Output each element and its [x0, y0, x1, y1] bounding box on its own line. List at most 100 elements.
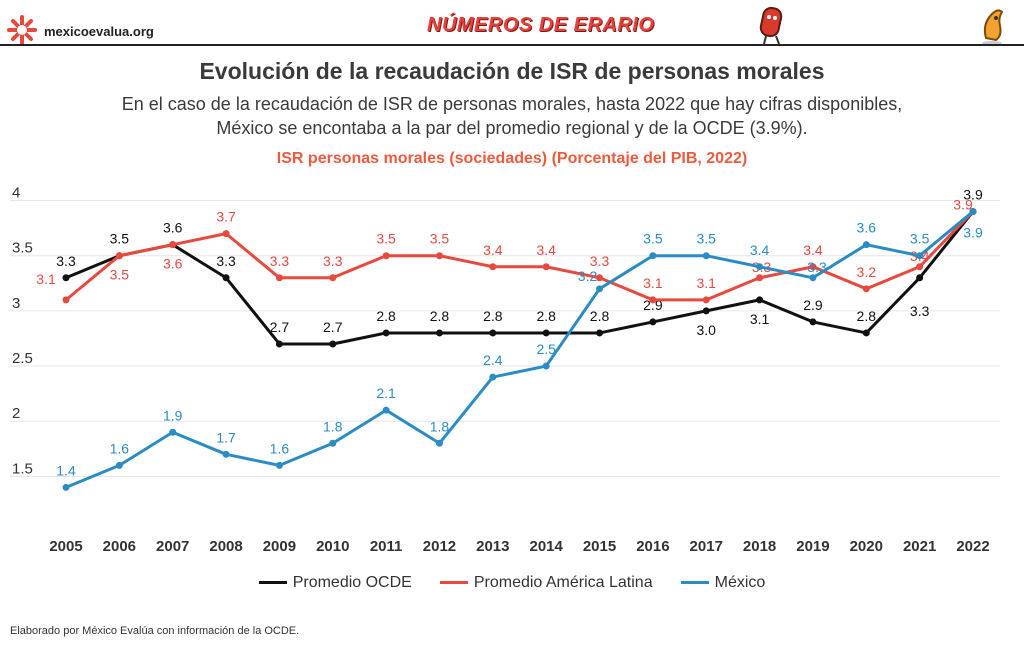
x-tick-label: 2005	[49, 538, 82, 555]
data-label: 2.5	[536, 341, 556, 357]
y-tick-label: 2.5	[12, 350, 33, 367]
data-point	[862, 241, 870, 249]
data-label: 3.0	[697, 322, 717, 338]
data-point	[329, 340, 337, 348]
x-tick-label: 2015	[583, 538, 616, 555]
series-line-0	[64, 210, 975, 346]
data-point	[596, 285, 604, 293]
data-label: 3.3	[910, 303, 930, 319]
chart-title: ISR personas morales (sociedades) (Porce…	[276, 150, 748, 167]
data-label: 3.9	[963, 225, 983, 241]
data-label: 3.5	[643, 231, 663, 247]
x-tick-label: 2013	[476, 538, 509, 555]
data-point	[809, 318, 817, 326]
data-point	[382, 406, 390, 414]
x-tick-label: 2017	[690, 538, 723, 555]
data-label: 3.1	[697, 275, 717, 291]
data-label: 3.1	[643, 275, 663, 291]
data-point	[435, 439, 443, 447]
x-tick-label: 2008	[209, 538, 242, 555]
data-label: 1.8	[323, 418, 343, 434]
data-point	[649, 318, 657, 326]
data-label: 2.9	[803, 297, 823, 313]
data-point	[756, 274, 764, 282]
legend-item: Promedio OCDE	[258, 574, 412, 592]
legend-swatch	[439, 581, 468, 585]
data-point	[916, 263, 924, 271]
chart-legend: Promedio OCDE Promedio América Latina Méxi…	[0, 574, 1024, 592]
data-point	[916, 252, 924, 260]
y-tick-label: 2	[12, 405, 20, 422]
data-point	[596, 329, 604, 337]
data-point	[329, 274, 337, 282]
data-point	[435, 329, 443, 337]
data-point	[169, 428, 177, 436]
data-label: 3.1	[36, 271, 56, 287]
legend-swatch	[258, 581, 287, 585]
data-label: 3.3	[216, 253, 236, 269]
data-point	[862, 329, 870, 337]
data-point	[542, 263, 550, 271]
data-point	[382, 329, 390, 337]
data-point	[702, 296, 710, 304]
data-label: 1.7	[216, 429, 236, 445]
data-label: 3.1	[750, 311, 770, 327]
data-label: 1.8	[430, 418, 450, 434]
data-point	[702, 307, 710, 315]
legend-label: Promedio América Latina	[473, 574, 653, 591]
data-label: 3.9	[953, 197, 973, 213]
series-line-2	[64, 210, 975, 489]
data-point	[596, 274, 604, 282]
data-point	[115, 461, 123, 469]
data-point	[809, 263, 817, 271]
line-chart: 1.5 2 2.5 3 3.5 4 2005 2006 2007 2008 2009 2010 2011…	[10, 185, 1000, 555]
data-label: 3.5	[110, 267, 130, 283]
data-label: 2.7	[270, 319, 290, 335]
series-line-1	[64, 210, 975, 302]
data-point	[62, 274, 70, 282]
x-tick-label: 2011	[370, 538, 403, 555]
legend-label: México	[714, 574, 766, 591]
page-subtitle: En el caso de la recaudación de ISR de p…	[121, 94, 903, 138]
data-point	[275, 274, 283, 282]
header-divider	[0, 44, 1024, 46]
data-label: 3.7	[216, 209, 236, 225]
brand-title: NÚMEROS DE ERARIO	[427, 14, 655, 36]
data-label: 2.8	[430, 308, 450, 324]
data-point	[756, 296, 764, 304]
data-label: 3.4	[750, 242, 770, 258]
data-point	[222, 274, 230, 282]
data-point	[809, 274, 817, 282]
data-label: 3.3	[56, 253, 76, 269]
data-point	[62, 483, 70, 491]
data-point	[916, 274, 924, 282]
data-point	[222, 230, 230, 238]
data-label: 3.4	[483, 242, 503, 258]
x-tick-label: 2014	[529, 538, 563, 555]
data-point	[115, 252, 123, 260]
x-tick-label: 2010	[316, 538, 349, 555]
x-tick-label: 2007	[156, 538, 189, 555]
x-tick-label: 2012	[423, 538, 456, 555]
legend-swatch	[680, 581, 709, 585]
data-label: 3.4	[536, 242, 556, 258]
data-label: 1.4	[56, 462, 76, 478]
data-label: 2.8	[536, 308, 556, 324]
site-name[interactable]: mexicoevalua.org	[44, 24, 154, 39]
data-point	[435, 252, 443, 260]
data-point	[649, 296, 657, 304]
data-label: 1.6	[270, 440, 290, 456]
y-tick-label: 4	[12, 185, 20, 202]
data-label: 3.3	[807, 259, 827, 275]
data-point	[329, 439, 337, 447]
data-point	[489, 373, 497, 381]
x-tick-label: 2021	[903, 538, 936, 555]
data-point	[542, 362, 550, 370]
data-label: 2.7	[323, 319, 343, 335]
data-label: 3.5	[910, 231, 930, 247]
data-label: 2.8	[857, 308, 877, 324]
x-tick-label: 2022	[956, 538, 989, 555]
legend-item: Promedio América Latina	[439, 574, 653, 592]
data-label: 3.5	[110, 231, 130, 247]
x-tick-label: 2018	[743, 538, 776, 555]
